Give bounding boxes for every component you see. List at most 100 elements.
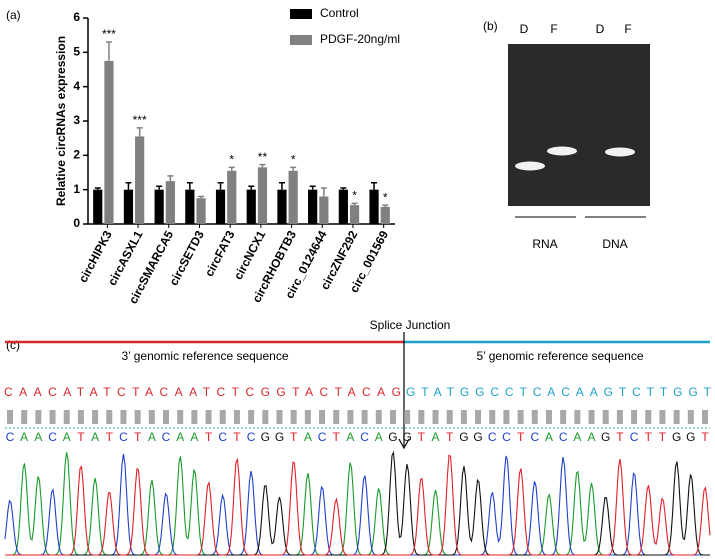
legend-swatch — [290, 9, 312, 19]
basecall: T — [333, 430, 341, 444]
panel-label: (a) — [6, 8, 21, 22]
quality-bar — [63, 410, 70, 424]
legend-label: Control — [320, 6, 359, 20]
bar — [185, 189, 195, 224]
basecall: C — [162, 430, 171, 444]
error-bar — [259, 163, 266, 168]
error-bar — [320, 187, 327, 197]
quality-bar — [687, 410, 694, 424]
basecall: G — [473, 430, 482, 444]
quality-bar — [233, 410, 240, 424]
error-bar — [156, 185, 163, 190]
gel-band — [605, 147, 635, 157]
significance: *** — [102, 27, 116, 41]
error-bar — [167, 175, 174, 182]
error-bar — [105, 41, 112, 61]
basecall: T — [616, 430, 624, 444]
basecall: C — [119, 430, 128, 444]
y-tick-label: 6 — [73, 10, 80, 24]
basecall: A — [304, 430, 312, 444]
basecall: A — [91, 430, 99, 444]
legend-swatch — [290, 35, 312, 45]
legend-label: PDGF-20ng/ml — [320, 32, 400, 46]
basecall: C — [6, 430, 15, 444]
y-tick-label: 5 — [73, 45, 80, 59]
quality-bar — [602, 410, 609, 424]
right-label: 5’ genomic reference sequence — [477, 349, 644, 363]
quality-bar — [347, 410, 354, 424]
bar — [165, 181, 175, 224]
basecall: T — [106, 430, 114, 444]
quality-bar — [616, 410, 623, 424]
basecall: T — [77, 430, 85, 444]
lane-label: D — [520, 22, 529, 36]
significance: * — [352, 189, 357, 203]
chromatogram — [4, 450, 711, 556]
bar — [277, 189, 287, 224]
y-axis-label: Relative circRNAs expression — [54, 36, 68, 206]
quality-bar — [418, 410, 425, 424]
quality-bar — [205, 410, 212, 424]
quality-bar — [588, 410, 595, 424]
basecall: A — [63, 430, 71, 444]
trace — [5, 454, 711, 556]
basecall: G — [275, 430, 284, 444]
quality-bar — [77, 410, 84, 424]
basecall: A — [588, 430, 596, 444]
quality-bar — [106, 410, 113, 424]
y-tick-label: 3 — [73, 113, 80, 127]
basecall: T — [701, 430, 709, 444]
bar — [349, 205, 360, 224]
basecall: C — [218, 430, 227, 444]
error-bar — [290, 166, 297, 171]
basecall: G — [261, 430, 270, 444]
quality-bar — [262, 410, 269, 424]
gel-image — [508, 44, 650, 206]
quality-bar — [489, 410, 496, 424]
left-sequence: CAACATATCTACAATCTCGGTACTACAG — [4, 385, 401, 399]
basecall: C — [48, 430, 57, 444]
quality-bar — [673, 410, 680, 424]
error-bar — [217, 182, 224, 190]
panel-label: (b) — [483, 19, 498, 33]
quality-bar — [361, 410, 368, 424]
quality-bar — [248, 410, 255, 424]
quality-bar — [134, 410, 141, 424]
bar — [288, 170, 298, 224]
basecall: C — [318, 430, 327, 444]
significance: * — [291, 153, 296, 167]
basecall: A — [34, 430, 42, 444]
error-bar — [198, 195, 205, 199]
error-bar — [340, 187, 347, 190]
bar — [227, 170, 237, 224]
left-label: 3’ genomic reference sequence — [122, 349, 289, 363]
significance: ** — [258, 150, 268, 164]
bar — [319, 196, 329, 224]
quality-bar — [120, 410, 127, 424]
bar — [93, 189, 103, 224]
basecall: G — [601, 430, 610, 444]
y-tick-label: 4 — [73, 79, 80, 93]
basecall: A — [176, 430, 184, 444]
basecall: C — [488, 430, 497, 444]
basecall: C — [247, 430, 256, 444]
significance: * — [229, 153, 234, 167]
trace — [5, 450, 710, 556]
quality-bar — [404, 410, 411, 424]
error-bar — [94, 187, 101, 190]
bar — [380, 206, 390, 224]
quality-bar — [35, 410, 42, 424]
bar — [246, 189, 256, 224]
junction-arrowhead — [398, 438, 410, 450]
basecall: T — [446, 430, 454, 444]
basecall: T — [418, 430, 426, 444]
bar — [154, 189, 164, 224]
quality-bar — [304, 410, 311, 424]
basecall: A — [432, 430, 440, 444]
error-bar — [228, 166, 235, 171]
y-tick-label: 2 — [73, 148, 80, 162]
quality-bar — [333, 410, 340, 424]
lane-label: D — [596, 22, 605, 36]
error-bar — [248, 185, 255, 190]
junction-label: Splice Junction — [370, 318, 451, 332]
